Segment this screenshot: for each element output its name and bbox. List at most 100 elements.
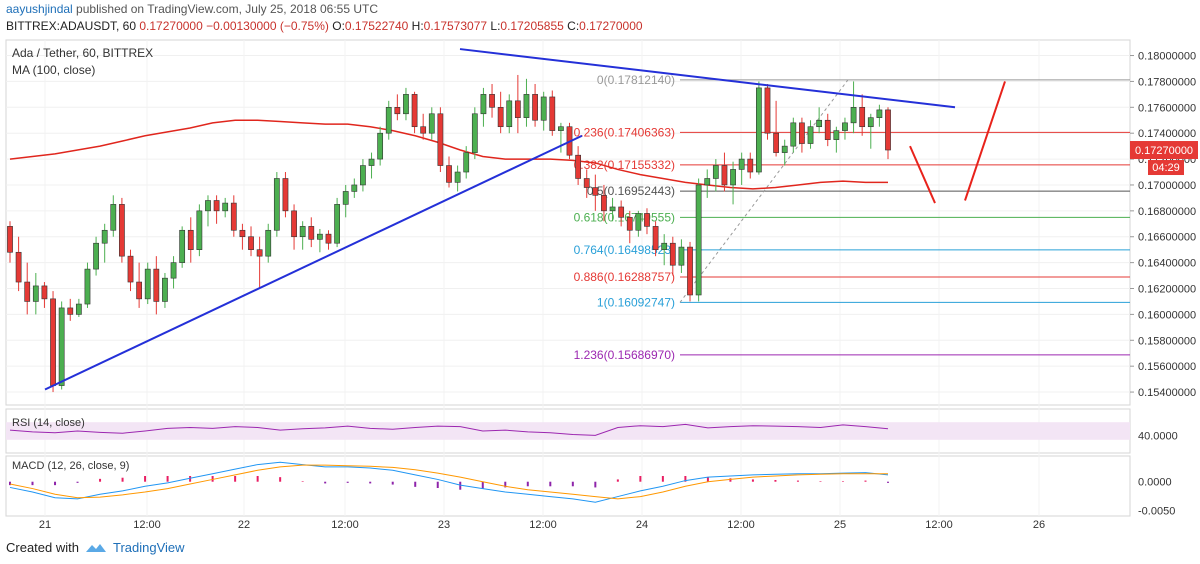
candle-body [119, 204, 125, 257]
candle-body [540, 96, 547, 121]
grid [6, 40, 1130, 516]
candle-body [661, 242, 668, 250]
time-tick-label: 21 [39, 519, 51, 531]
candle-body [721, 165, 728, 186]
fib-level-label: 0.382(0.17155332) [574, 158, 675, 172]
time-tick-label: 22 [238, 519, 250, 531]
high-value: 0.17573077 [423, 19, 488, 33]
close-label: C: [567, 19, 580, 33]
candle-body [342, 191, 349, 205]
candle-body [437, 113, 444, 166]
rsi-line [9, 423, 889, 436]
macd-indicator [9, 461, 889, 503]
last-price-tag: 0.17270000 [1135, 145, 1193, 157]
candle-body [644, 213, 650, 227]
candle-body [549, 96, 556, 131]
candle-body [747, 158, 754, 173]
candle-body [816, 119, 823, 128]
candle-body [712, 165, 719, 179]
price-tick-label: 0.18000000 [1138, 51, 1196, 63]
ohlc-line: BITTREX:ADAUSDT, 60 0.17270000 −0.001300… [6, 19, 643, 33]
price-tick-label: 0.15800000 [1138, 335, 1196, 347]
candle-body [334, 204, 340, 244]
candle-body [601, 195, 607, 212]
price-tick-label: 0.17800000 [1138, 76, 1196, 88]
price-tick-label: 0.16800000 [1138, 206, 1196, 218]
publisher-line: aayushjindal published on TradingView.co… [6, 2, 378, 16]
candle-body [170, 262, 177, 279]
moving-average [9, 119, 888, 190]
candle-body [308, 226, 315, 240]
candle-body [859, 107, 866, 128]
projection-up-stroke [964, 81, 1006, 201]
fib-level-label: 0.5(0.16952443) [587, 184, 675, 198]
candle-body [58, 307, 65, 386]
chart-canvas[interactable]: 0(0.17812140) 0.236(0.17406363) 0.382(0.17… [0, 0, 1200, 540]
time-tick-label: 26 [1033, 519, 1045, 531]
candle-body [144, 268, 151, 300]
candle-body [833, 130, 840, 140]
candle-body [592, 187, 599, 196]
candle-body [15, 251, 22, 283]
candle-body [256, 249, 263, 257]
candle-body [411, 94, 418, 128]
rsi-label: RSI (14, close) [12, 417, 85, 429]
ma100-line [9, 119, 888, 190]
open-value: 0.17522740 [344, 19, 409, 33]
candle-body [695, 184, 702, 296]
candle-body [230, 202, 237, 231]
close-value: 0.17270000 [579, 19, 643, 33]
time-tick-label: 12:00 [331, 519, 359, 531]
tradingview-brand[interactable]: TradingView [112, 540, 185, 555]
fib-level-label: 0(0.17812140) [597, 73, 675, 87]
candle-body [273, 178, 280, 231]
macd-axis-label: 0.0000 [1138, 477, 1172, 489]
ma-label: MA (100, close) [12, 63, 95, 77]
candle-body [162, 277, 168, 302]
candle-body [730, 169, 736, 186]
candle-body [93, 242, 99, 270]
macd-label: MACD (12, 26, close, 9) [12, 460, 129, 472]
price-tick-label: 0.16000000 [1138, 309, 1196, 321]
candle-body [824, 119, 831, 140]
candle-body [291, 210, 297, 238]
candle-body [799, 122, 805, 144]
time-tick-label: 24 [636, 519, 648, 531]
macd-pane[interactable] [5, 455, 1131, 517]
candle-body [24, 281, 31, 302]
publisher-username[interactable]: aayushjindal [6, 2, 73, 16]
chart-title: Ada / Tether, 60, BITTREX [12, 46, 153, 60]
time-tick-label: 12:00 [727, 519, 755, 531]
change-value: −0.00130000 (−0.75%) [206, 19, 329, 33]
candle-body [773, 132, 779, 153]
price-tick-label: 0.16600000 [1138, 232, 1196, 244]
candle-body [497, 107, 504, 128]
candle-body [807, 126, 814, 144]
price-tick-label: 0.16400000 [1138, 258, 1196, 270]
candle-body [876, 109, 883, 118]
candle-body [265, 229, 272, 257]
candle-body [687, 246, 693, 296]
candle-body [368, 158, 375, 166]
candle-body [50, 298, 56, 386]
candle-body [454, 171, 461, 183]
candle-body [609, 206, 616, 212]
open-label: O: [332, 19, 345, 33]
price-tick-label: 0.17000000 [1138, 180, 1196, 192]
candle-body [850, 107, 857, 124]
candle-body [583, 178, 590, 188]
ascending-trendline [44, 134, 583, 391]
candle-body [428, 113, 435, 134]
candle-body [463, 152, 470, 173]
candle-body [885, 109, 891, 151]
candle-body [239, 229, 246, 238]
candle-body [351, 184, 358, 192]
rsi-band [6, 422, 1130, 440]
fib-anchor-line [679, 79, 849, 303]
countdown-tag-bg [1148, 160, 1184, 176]
candle-body [506, 100, 513, 128]
candle-body [248, 236, 254, 250]
price-pane[interactable] [5, 39, 1131, 406]
candle-body [558, 126, 564, 131]
candle-body [32, 285, 39, 302]
